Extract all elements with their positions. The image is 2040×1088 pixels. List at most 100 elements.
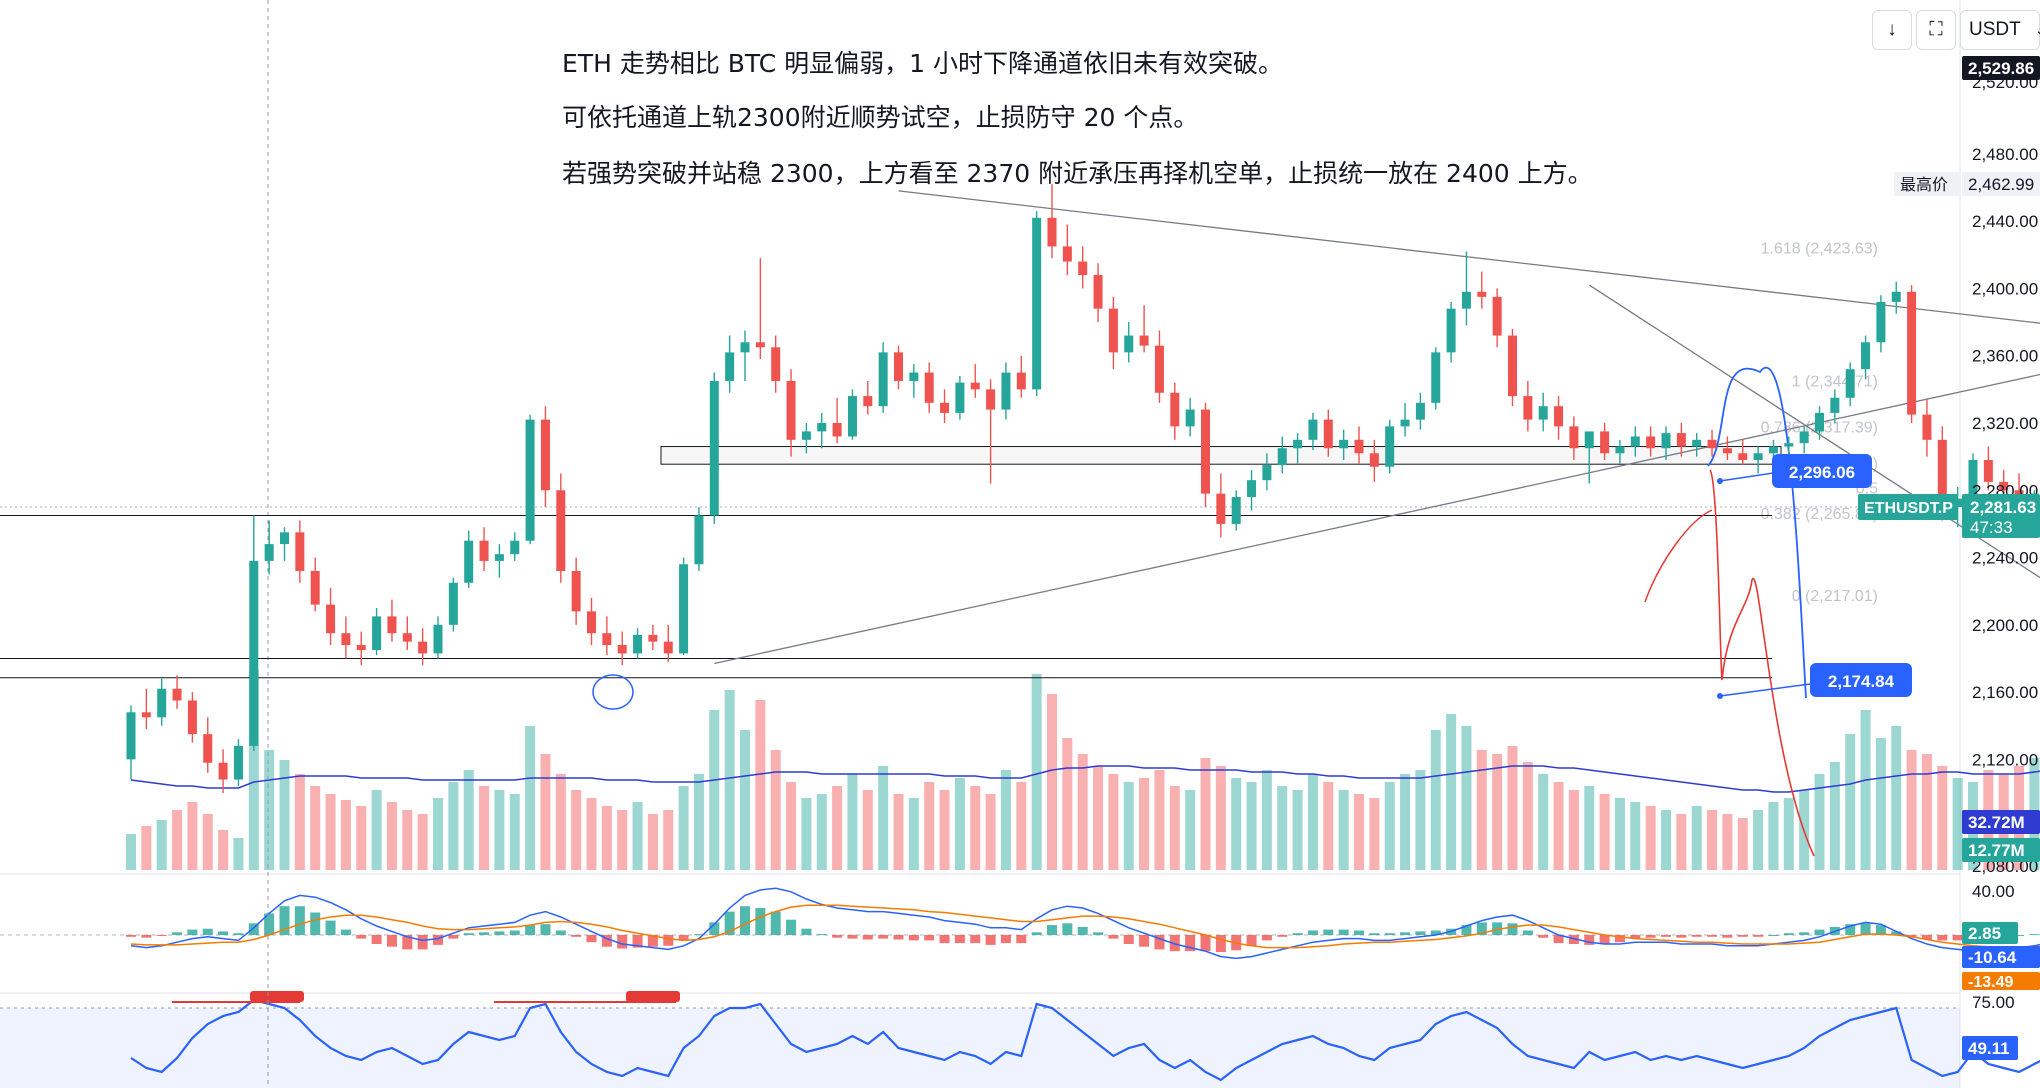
target-connector-lower [1719, 683, 1811, 697]
candle-body [464, 540, 474, 583]
price-tick-label: 2,160.00 [1972, 683, 2038, 702]
macd-histogram-bar [970, 935, 981, 944]
macd-histogram-bar [448, 935, 459, 939]
candle-body [1047, 217, 1057, 247]
candle-body [1845, 369, 1855, 398]
volume-bar [1875, 738, 1886, 870]
volume-bar [172, 810, 183, 870]
macd-signal-tag: -13.49 [1968, 974, 2013, 991]
rsi-tag-bg [1962, 1036, 2018, 1060]
candle-body [1461, 291, 1471, 309]
arrow-down-icon: ↓ [1887, 19, 1897, 40]
bear-tag [626, 991, 680, 1002]
macd-histogram-bar [433, 935, 443, 945]
target-dot-lower [1717, 693, 1723, 699]
candle-body [1753, 453, 1763, 460]
volume-bar [386, 802, 397, 870]
candle-body [540, 419, 550, 491]
macd-histogram-bar [786, 919, 797, 935]
macd-line [130, 887, 2040, 960]
candle-body [786, 380, 796, 440]
candle-body [433, 624, 443, 654]
macd-histogram-bar [878, 935, 889, 939]
candles [126, 184, 2039, 793]
fullscreen-button[interactable]: ⛶ [1916, 10, 1956, 50]
candle-body [233, 745, 243, 780]
macd-histogram-bar [1921, 935, 1932, 940]
top-price-tag: 2,529.86 [1968, 59, 2034, 78]
volume-bar [1507, 746, 1518, 870]
scale-button[interactable]: ↓ [1872, 10, 1912, 50]
macd-hist-tag: 2.85 [1968, 924, 2001, 943]
currency-select[interactable]: USDT ⌄ [1960, 10, 2040, 50]
volume-bar [1400, 774, 1411, 870]
target-connector-upper [1719, 471, 1781, 482]
macd-histogram-bar [2029, 934, 2040, 936]
macd-histogram-bar [1200, 935, 1211, 952]
macd-histogram-bar [939, 935, 950, 944]
price-tick-label: 2,240.00 [1972, 549, 2038, 568]
target-dot-upper [1717, 478, 1723, 484]
candle-body [878, 352, 888, 407]
volume-bar [1783, 798, 1794, 870]
volume-bar [371, 790, 382, 870]
candle-body [479, 540, 489, 561]
candle-body [1185, 409, 1195, 427]
candle-body [1646, 436, 1656, 449]
macd-histogram-bar [494, 931, 505, 935]
volume-bar [678, 786, 689, 870]
volume-bar [908, 798, 919, 870]
macd-histogram-bar [632, 935, 643, 948]
volume-bar [356, 806, 367, 870]
macd-histogram-bar [1538, 935, 1549, 938]
candle-body [1784, 443, 1794, 447]
macd-histogram-bar [525, 925, 536, 935]
price-tick-label: 2,320.00 [1972, 414, 2038, 433]
volume-bar [1093, 766, 1104, 870]
macd-histogram-bar [847, 935, 858, 939]
macd-histogram-bar [1799, 932, 1810, 935]
volume-bar [1630, 802, 1641, 870]
projection-red-short [1644, 509, 1713, 603]
macd-histogram-bar [586, 935, 597, 943]
candle-body [1062, 246, 1072, 262]
volume-bar [1139, 778, 1150, 870]
candle-body [448, 582, 458, 625]
candle-body [633, 634, 643, 654]
macd-histogram-bar [647, 935, 658, 947]
top-price-tag-bg [1962, 56, 2040, 80]
volume-bar [1829, 762, 1840, 870]
volume-bar [1016, 782, 1027, 870]
macd-histogram-bar [509, 930, 520, 935]
macd-histogram-bar [2014, 935, 2025, 936]
volume-bar [985, 794, 996, 870]
volume-bar [586, 798, 597, 870]
candle-body [141, 712, 151, 718]
macd-histogram-bar [417, 935, 428, 950]
candle-body [617, 645, 627, 654]
fib-label: 1.618 (2,423.63) [1761, 241, 1878, 258]
volume-bar [1707, 810, 1718, 870]
macd-histogram-bar [1246, 935, 1257, 946]
macd-histogram-bar [693, 934, 704, 936]
volume-bar [156, 820, 167, 870]
macd-line-tag-bg [1962, 946, 2040, 968]
volume-bar [1215, 766, 1226, 870]
macd-histogram-bar [1568, 935, 1579, 944]
price-tick-label: 2,200.00 [1972, 616, 2038, 635]
volume-bar [1169, 786, 1180, 870]
volume-bar [555, 774, 566, 870]
price-tick-label: 2,360.00 [1972, 347, 2038, 366]
volume-bar [1261, 770, 1272, 870]
volume-bar [494, 790, 505, 870]
candle-body [1922, 414, 1932, 440]
candle-body [1308, 419, 1318, 440]
volume-bar [1538, 774, 1549, 870]
candle-body [510, 540, 520, 555]
volume-bar [1814, 774, 1825, 870]
macd-histogram-bar [1000, 935, 1011, 944]
high-tag-price: 2,462.99 [1968, 175, 2034, 194]
projection-red [1709, 469, 1815, 857]
candle-body [817, 423, 827, 432]
